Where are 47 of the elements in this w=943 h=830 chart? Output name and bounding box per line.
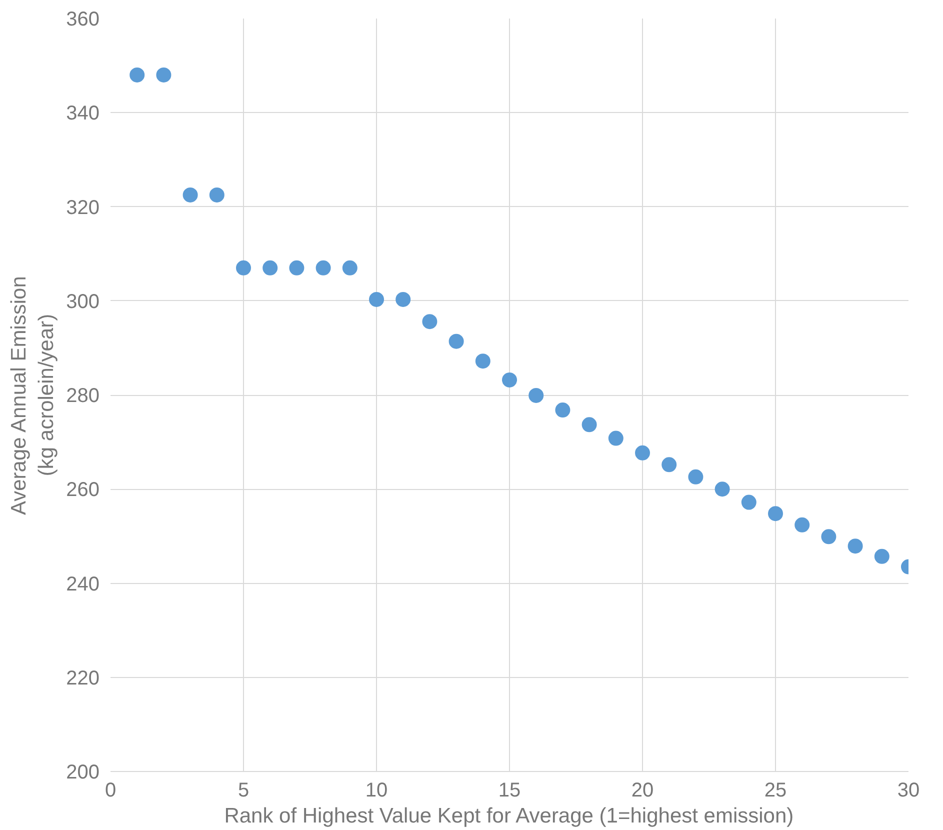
x-axis-title: Rank of Highest Value Kept for Average (1=highest emission) (224, 804, 794, 828)
point (316, 260, 331, 276)
point (130, 67, 145, 82)
point (475, 354, 490, 369)
y-tick-label: 240 (66, 573, 100, 596)
y-tick-label: 280 (66, 385, 100, 407)
point (396, 292, 411, 307)
point (662, 457, 677, 472)
point (794, 517, 810, 532)
point (608, 430, 624, 446)
point (342, 260, 358, 276)
x-tick-label: 30 (897, 780, 920, 802)
point (874, 548, 890, 564)
point (821, 529, 836, 544)
point (714, 482, 730, 497)
x-tick-label: 10 (365, 780, 388, 802)
x-tick-label: 20 (631, 780, 654, 802)
point (741, 494, 756, 510)
point (768, 506, 783, 522)
y-tick-label: 300 (66, 290, 100, 313)
y-tick-label: 360 (66, 8, 100, 30)
x-tick-label: 5 (238, 780, 250, 802)
point (289, 260, 304, 276)
x-tick-label: 15 (498, 780, 521, 802)
x-tick-label: 0 (104, 780, 116, 802)
point (156, 67, 172, 82)
point (848, 538, 863, 554)
point (635, 445, 650, 460)
y-axis-title: Average Annual Emission (kg acrolein/year) (8, 276, 58, 516)
point (182, 188, 198, 202)
point (528, 388, 544, 403)
point (582, 417, 597, 432)
point (422, 314, 438, 330)
point (369, 292, 384, 307)
point (555, 402, 570, 418)
y-tick-label: 200 (66, 762, 100, 784)
point (209, 188, 224, 202)
point (688, 469, 704, 484)
x-tick-label: 25 (764, 780, 787, 802)
y-tick-label: 320 (66, 196, 100, 219)
point (502, 372, 517, 388)
y-tick-label: 220 (66, 667, 100, 690)
point (236, 260, 251, 276)
point (262, 260, 278, 276)
point (448, 334, 464, 349)
y-tick-label: 340 (66, 102, 100, 125)
y-tick-label: 260 (66, 479, 100, 502)
